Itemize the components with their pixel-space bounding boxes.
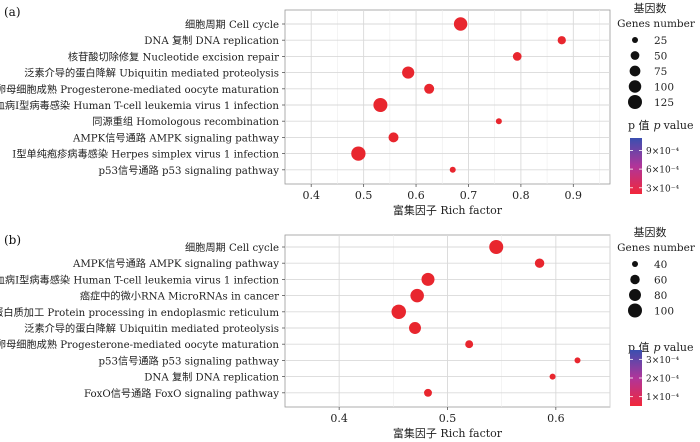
color-legend-title-rest: value	[663, 341, 694, 354]
pathway-label: 人类T淋巴细胞白血病I型病毒感染 Human T-cell leukemia v…	[0, 273, 279, 286]
size-legend-dot	[628, 303, 642, 318]
data-point	[512, 52, 522, 61]
pathway-label: 黄体酮介导的卵母细胞成熟 Progesterone-mediated oocyt…	[0, 338, 279, 351]
pathway-label: AMPK信号通路 AMPK signaling pathway	[72, 257, 279, 270]
data-point	[489, 240, 504, 254]
panel-label: (a)	[4, 5, 21, 19]
size-legend-dot	[632, 37, 638, 43]
data-point	[409, 322, 421, 334]
color-bar-tick-label: 6×10⁻⁴	[646, 166, 679, 176]
size-legend-dot	[629, 65, 641, 77]
color-bar-tick-label: 9×10⁻⁴	[646, 147, 679, 157]
plot-area	[284, 9, 611, 185]
size-legend-value: 100	[654, 306, 674, 318]
pathway-label: 泛素介导的蛋白降解 Ubiquitin mediated proteolysis	[24, 67, 279, 80]
color-bar-tick-label: 1×10⁻⁴	[646, 393, 679, 403]
size-legend-value: 60	[654, 275, 667, 287]
x-axis-label: 富集因子 Rich factor	[393, 203, 503, 217]
data-point	[402, 66, 415, 79]
size-legend-value: 40	[654, 259, 667, 271]
pathway-label: 内质网蛋白质加工 Protein processing in endoplasm…	[0, 306, 279, 319]
chart-panel-1: (b) 0.4 0.5 0.6 富集因子 Rich factor 细胞周期 Cell cy…	[0, 226, 696, 440]
data-point	[424, 83, 435, 94]
x-tick-label: 0.4	[330, 412, 348, 425]
x-tick-label: 0.6	[547, 412, 565, 425]
data-point	[574, 357, 581, 364]
size-legend-dot	[628, 80, 642, 93]
size-legend-dot	[630, 51, 640, 60]
color-legend-title-p: p	[654, 341, 661, 354]
size-legend-title-cn: 基因数	[634, 2, 667, 15]
data-point	[424, 388, 432, 397]
pathway-label: I型单纯疱疹病毒感染 Herpes simplex virus 1 infect…	[12, 148, 279, 161]
pathway-label: 核苷酸切除修复 Nucleotide excision repair	[68, 50, 279, 63]
size-legend-value: 25	[654, 35, 667, 47]
pathway-label: 人类T淋巴细胞白血病I型病毒感染 Human T-cell leukemia v…	[0, 99, 279, 112]
color-bar-tick-label: 2×10⁻⁴	[646, 375, 679, 385]
color-legend-title-p: p	[654, 119, 661, 132]
size-legend-value: 100	[654, 82, 674, 94]
color-bar-tick-label: 3×10⁻⁴	[646, 184, 679, 194]
pathway-label: DNA 复制 DNA replication	[144, 371, 279, 384]
x-tick-label: 0.7	[460, 189, 478, 202]
color-bar	[630, 138, 642, 194]
x-tick-label: 0.5	[439, 412, 457, 425]
size-legend-title-cn: 基因数	[634, 226, 667, 239]
pathway-label: 细胞周期 Cell cycle	[185, 18, 279, 31]
data-point	[351, 146, 366, 161]
pathway-label: FoxO信号通路 FoxO signaling pathway	[84, 387, 279, 400]
data-point	[534, 258, 545, 268]
data-point	[421, 272, 435, 286]
size-legend-title-en: Genes number	[617, 18, 696, 30]
color-bar-tick-label: 3×10⁻⁴	[646, 356, 679, 366]
pathway-label: 癌症中的微小RNA MicroRNAs in cancer	[80, 290, 279, 303]
chart-panel-0: (a) 0.4 0.5 0.6 0.7 0.8 0.9 富集因子 Rich factor 细胞周…	[0, 2, 696, 217]
color-bar	[630, 350, 642, 406]
x-tick-label: 0.6	[407, 189, 425, 202]
size-legend-dot	[628, 95, 642, 109]
size-legend-value: 75	[654, 66, 667, 78]
data-point	[557, 36, 566, 45]
pathway-label: p53信号通路 p53 signaling pathway	[99, 164, 280, 177]
x-tick-label: 0.9	[565, 189, 583, 202]
x-tick-label: 0.5	[355, 189, 373, 202]
pathway-label: 泛素介导的蛋白降解 Ubiquitin mediated proteolysis	[24, 322, 279, 335]
size-legend-title-en: Genes number	[617, 242, 696, 254]
pathway-label: 同源重组 Homologous recombination	[92, 115, 279, 128]
pathway-label: AMPK信号通路 AMPK signaling pathway	[72, 131, 279, 144]
size-legend-value: 80	[654, 290, 667, 302]
data-point	[410, 288, 424, 303]
data-point	[549, 373, 556, 380]
size-legend-dot	[630, 274, 640, 285]
x-tick-label: 0.8	[512, 189, 530, 202]
data-point	[465, 340, 474, 349]
data-point	[373, 98, 388, 112]
x-axis-label: 富集因子 Rich factor	[393, 426, 503, 440]
data-point	[449, 166, 456, 173]
size-legend-value: 125	[654, 97, 674, 109]
data-point	[495, 118, 502, 125]
pathway-label: 黄体酮介导的卵母细胞成熟 Progesterone-mediated oocyt…	[0, 83, 279, 96]
pathway-label: 细胞周期 Cell cycle	[185, 241, 279, 254]
color-legend-title-main: p 值	[628, 119, 650, 132]
pathway-label: p53信号通路 p53 signaling pathway	[99, 354, 280, 367]
pathway-label: DNA 复制 DNA replication	[144, 34, 279, 47]
x-tick-label: 0.4	[302, 189, 320, 202]
data-point	[388, 132, 399, 143]
data-point	[453, 17, 468, 31]
size-legend-dot	[629, 289, 641, 301]
panel-label: (b)	[4, 233, 21, 247]
color-legend-title-rest: value	[663, 119, 694, 132]
size-legend-value: 50	[654, 51, 667, 63]
size-legend-dot	[632, 261, 638, 267]
data-point	[391, 304, 406, 320]
color-legend-title: p 值 p value	[628, 119, 693, 132]
